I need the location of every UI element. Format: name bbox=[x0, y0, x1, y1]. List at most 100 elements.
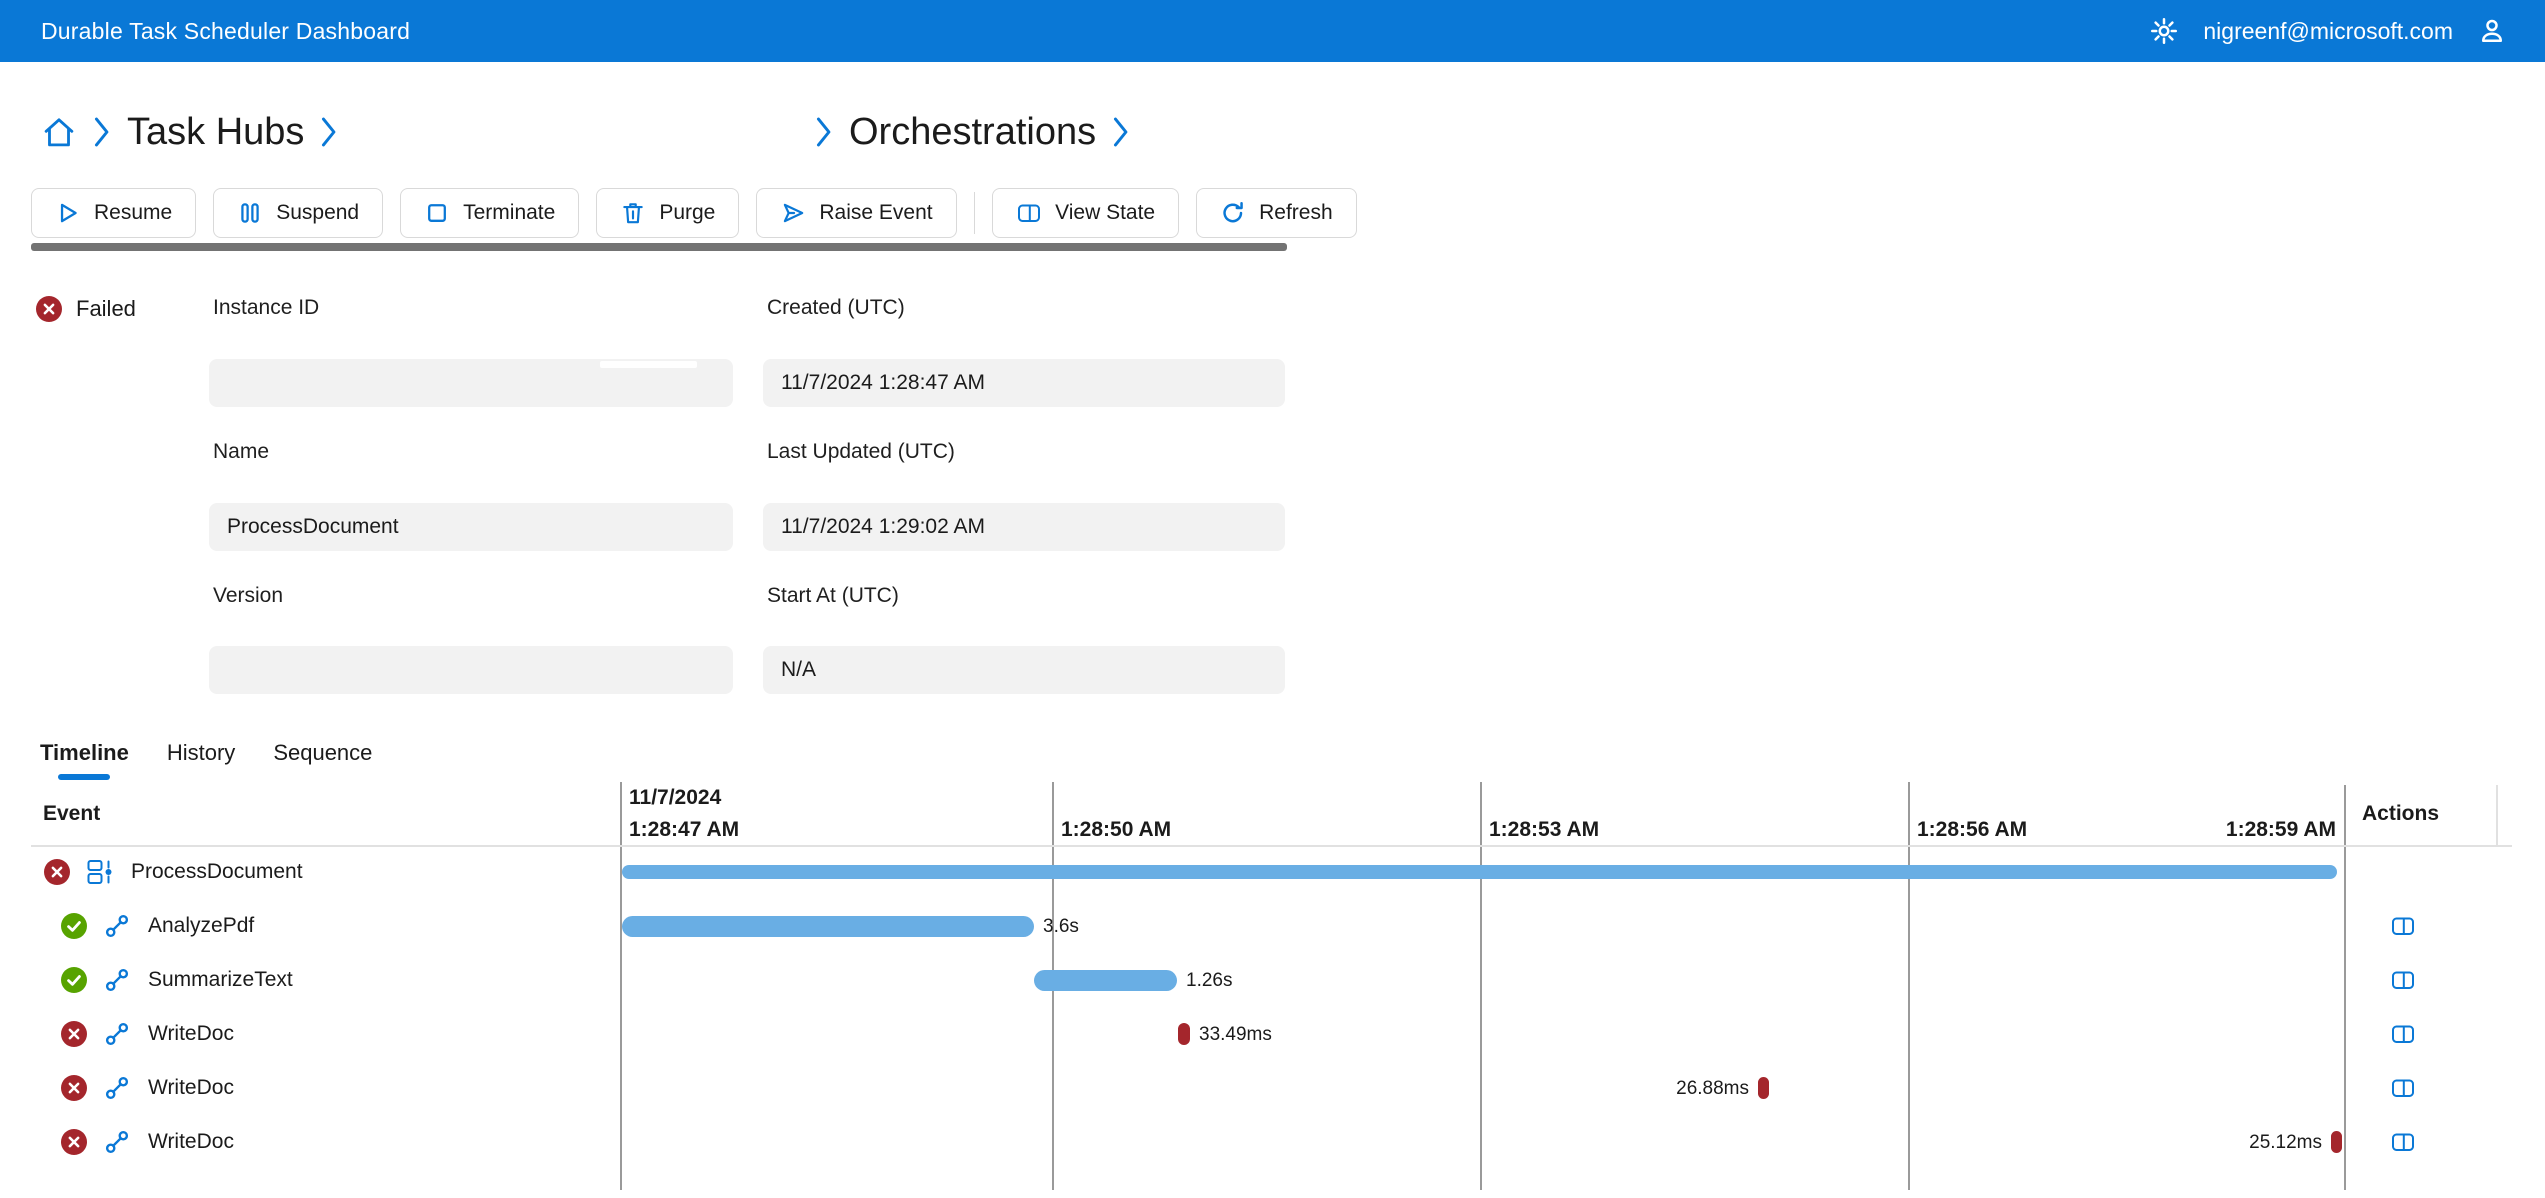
stop-icon bbox=[424, 200, 450, 226]
tab-history[interactable]: History bbox=[167, 740, 235, 780]
open-details-pane-icon[interactable] bbox=[2389, 914, 2417, 938]
event-name: ProcessDocument bbox=[131, 860, 303, 883]
created-utc--field[interactable]: 11/7/2024 1:28:47 AM bbox=[763, 359, 1285, 407]
tab-label: Timeline bbox=[40, 740, 129, 765]
tab-sequence[interactable]: Sequence bbox=[273, 740, 372, 780]
view-state-button[interactable]: View State bbox=[992, 188, 1180, 238]
breadcrumb-orchestrations-group: Orchestrations bbox=[815, 100, 1130, 164]
orchestration-status: Failed bbox=[36, 296, 136, 322]
header-right-border bbox=[2496, 785, 2498, 845]
tab-label: Sequence bbox=[273, 740, 373, 765]
timeline-bar[interactable] bbox=[2331, 1131, 2342, 1153]
chevron-right-icon bbox=[815, 116, 833, 148]
play-icon bbox=[55, 200, 81, 226]
breadcrumb-orchestrations[interactable]: Orchestrations bbox=[849, 110, 1097, 153]
event-name: WriteDoc bbox=[148, 1076, 234, 1099]
detail-tabs: Timeline History Sequence bbox=[40, 740, 372, 780]
button-label: View State bbox=[1055, 201, 1156, 224]
resume-button[interactable]: Resume bbox=[31, 188, 197, 238]
suspend-button[interactable]: Suspend bbox=[213, 188, 384, 238]
name-field[interactable]: ProcessDocument bbox=[209, 503, 733, 551]
succeeded-status-icon bbox=[61, 967, 87, 993]
button-label: Terminate bbox=[463, 201, 556, 224]
redaction-strip bbox=[600, 361, 697, 368]
failed-status-icon bbox=[61, 1021, 87, 1047]
pause-icon bbox=[237, 200, 263, 226]
timeline-gridline bbox=[1480, 782, 1482, 1190]
field-label: Created (UTC) bbox=[767, 296, 905, 319]
timeline-bar[interactable] bbox=[1178, 1023, 1190, 1045]
duration-label: 3.6s bbox=[1043, 916, 1079, 937]
active-tab-indicator bbox=[58, 774, 111, 780]
event-name: WriteDoc bbox=[148, 1022, 234, 1045]
timeline-bar[interactable] bbox=[622, 865, 2337, 879]
activity-link-icon bbox=[104, 1129, 130, 1155]
axis-tick-label: 1:28:56 AM bbox=[1917, 818, 2028, 841]
terminate-button[interactable]: Terminate bbox=[400, 188, 580, 238]
field-label: Instance ID bbox=[213, 296, 320, 319]
open-details-pane-icon[interactable] bbox=[2389, 1076, 2417, 1100]
toolbar-divider-bar bbox=[31, 243, 1287, 251]
failed-status-icon bbox=[61, 1129, 87, 1155]
raise-event-button[interactable]: Raise Event bbox=[756, 188, 957, 238]
status-label: Failed bbox=[76, 296, 136, 321]
orchestration-toolbar: Resume Suspend Terminate Purge Raise Event Vi… bbox=[31, 188, 1357, 238]
purge-button[interactable]: Purge bbox=[596, 188, 740, 238]
button-label: Raise Event bbox=[819, 201, 933, 224]
actions-column-header: Actions bbox=[2362, 802, 2440, 825]
button-label: Resume bbox=[94, 201, 173, 224]
chevron-right-icon bbox=[1112, 116, 1130, 148]
field-label: Name bbox=[213, 440, 270, 463]
open-details-pane-icon[interactable] bbox=[2389, 1022, 2417, 1046]
activity-link-icon bbox=[104, 967, 130, 993]
axis-tick-label: 1:28:50 AM bbox=[1061, 818, 1172, 841]
duration-label: 1.26s bbox=[1186, 970, 1233, 991]
tab-timeline[interactable]: Timeline bbox=[40, 740, 129, 780]
field-value: ProcessDocument bbox=[227, 515, 399, 538]
breadcrumb: Task Hubs bbox=[41, 100, 338, 164]
axis-tick-label: 1:28:53 AM bbox=[1489, 818, 1600, 841]
refresh-button[interactable]: Refresh bbox=[1196, 188, 1357, 238]
open-details-pane-icon[interactable] bbox=[2389, 1130, 2417, 1154]
event-name: SummarizeText bbox=[148, 968, 293, 991]
field-value: 11/7/2024 1:29:02 AM bbox=[781, 515, 985, 538]
event-name: AnalyzePdf bbox=[148, 914, 255, 937]
timeline-bar[interactable] bbox=[1758, 1077, 1769, 1099]
failed-status-icon bbox=[44, 859, 70, 885]
gear-icon[interactable] bbox=[2149, 16, 2179, 46]
event-name: WriteDoc bbox=[148, 1130, 234, 1153]
button-label: Refresh bbox=[1259, 201, 1333, 224]
open-details-pane-icon[interactable] bbox=[2389, 968, 2417, 992]
breadcrumb-task-hubs[interactable]: Task Hubs bbox=[127, 110, 305, 153]
timeline-bar[interactable] bbox=[622, 915, 1034, 937]
field-value: N/A bbox=[781, 658, 817, 681]
app-top-bar: Durable Task Scheduler Dashboard nigreen… bbox=[0, 0, 2545, 62]
button-label: Purge bbox=[659, 201, 716, 224]
tab-label: History bbox=[166, 740, 236, 765]
chevron-right-icon bbox=[93, 116, 111, 148]
send-icon bbox=[780, 200, 806, 226]
failed-status-icon bbox=[36, 296, 62, 322]
orchestration-icon bbox=[86, 859, 114, 885]
failed-status-icon bbox=[61, 1075, 87, 1101]
app-title: Durable Task Scheduler Dashboard bbox=[41, 17, 411, 44]
axis-tick-label: 1:28:47 AM bbox=[629, 818, 740, 841]
split-pane-icon bbox=[1016, 200, 1042, 226]
button-label: Suspend bbox=[276, 201, 360, 224]
axis-date-label: 11/7/2024 bbox=[629, 786, 722, 809]
person-icon[interactable] bbox=[2477, 16, 2507, 46]
actions-column-separator bbox=[2344, 785, 2346, 1190]
field-label: Start At (UTC) bbox=[767, 584, 899, 607]
duration-label: 26.88ms bbox=[1676, 1078, 1749, 1099]
timeline-bar[interactable] bbox=[1034, 969, 1177, 991]
home-icon[interactable] bbox=[41, 114, 77, 150]
duration-label: 33.49ms bbox=[1199, 1024, 1272, 1045]
user-email[interactable]: nigreenf@microsoft.com bbox=[2203, 17, 2453, 44]
last-updated-utc--field[interactable]: 11/7/2024 1:29:02 AM bbox=[763, 503, 1285, 551]
activity-link-icon bbox=[104, 1021, 130, 1047]
activity-link-icon bbox=[104, 913, 130, 939]
start-at-utc--field[interactable]: N/A bbox=[763, 646, 1285, 694]
toolbar-divider bbox=[973, 192, 976, 234]
header-bottom-border bbox=[31, 845, 2512, 847]
version-field[interactable] bbox=[209, 646, 733, 694]
